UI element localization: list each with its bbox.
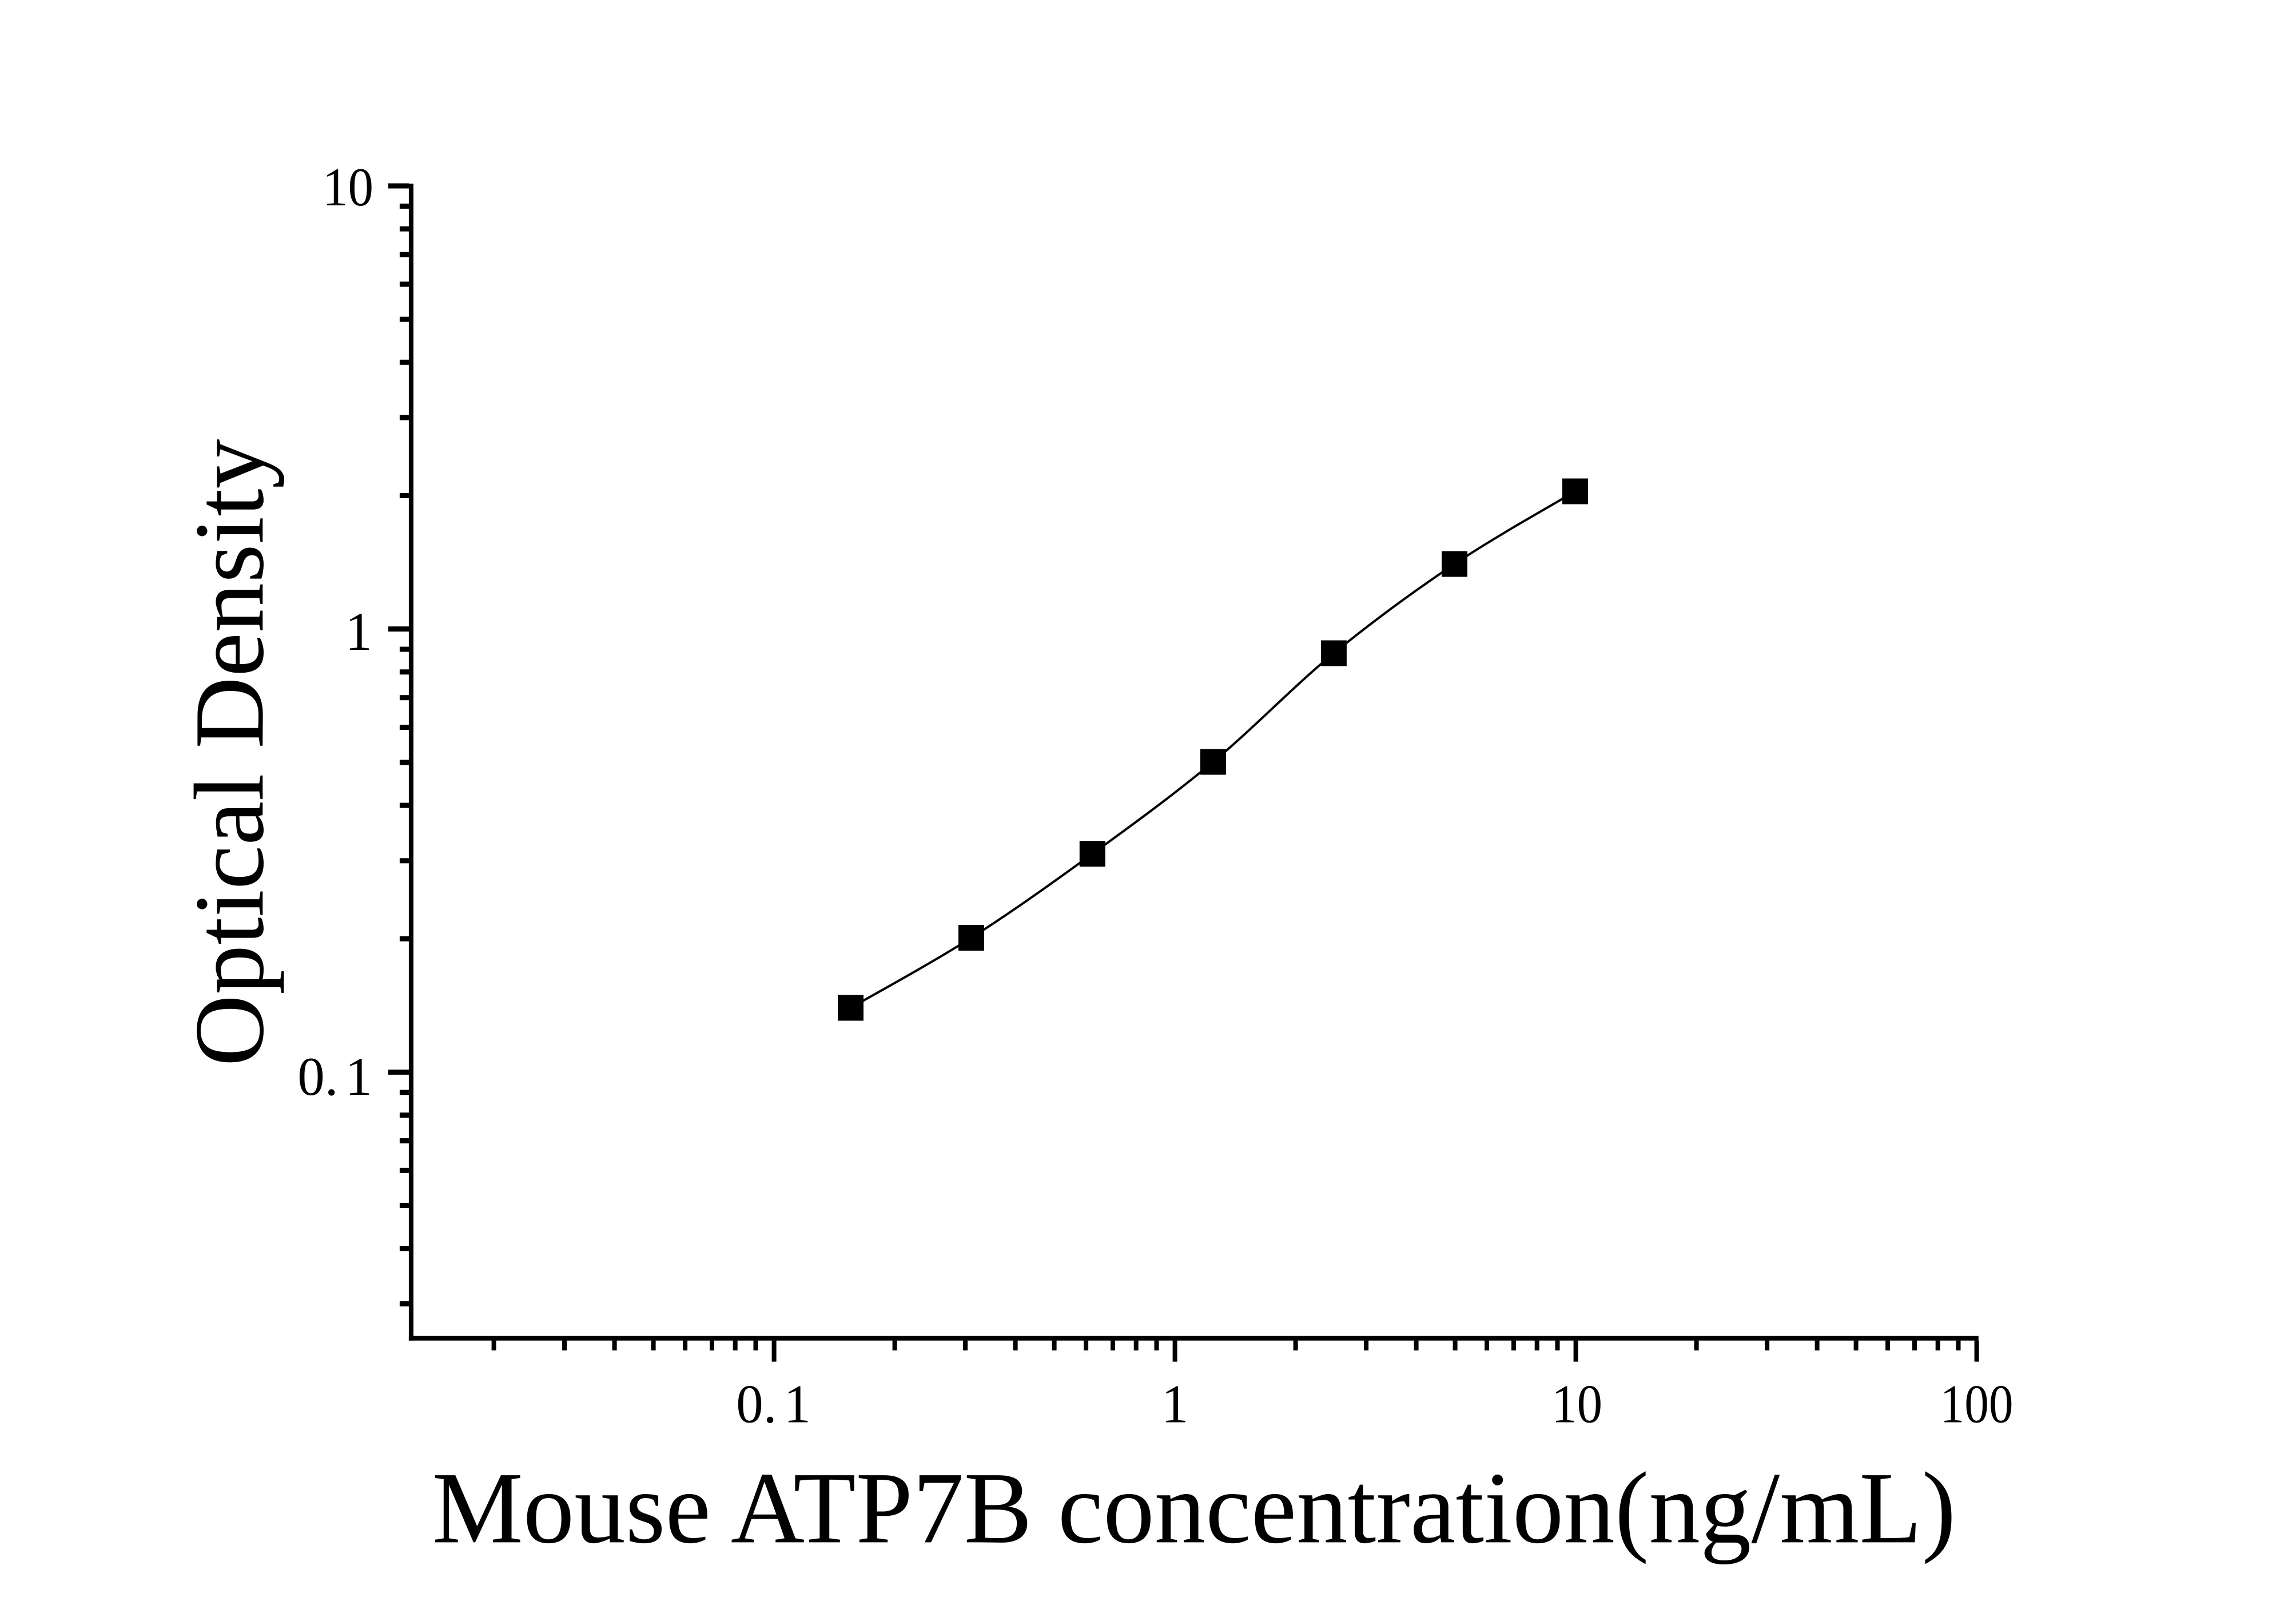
svg-text:10: 10: [323, 157, 373, 217]
svg-text:0.1: 0. 1: [297, 1046, 372, 1107]
svg-text:Optical Density: Optical Density: [174, 439, 284, 1067]
svg-text:Mouse ATP7B concentration(ng/m: Mouse ATP7B concentration(ng/mL): [432, 1451, 1956, 1564]
svg-text:10: 10: [1551, 1374, 1602, 1435]
svg-text:1: 1: [1161, 1374, 1189, 1435]
svg-text:100: 100: [1940, 1374, 2014, 1435]
svg-text:1: 1: [345, 601, 373, 662]
svg-text:0.1: 0. 1: [736, 1374, 811, 1435]
